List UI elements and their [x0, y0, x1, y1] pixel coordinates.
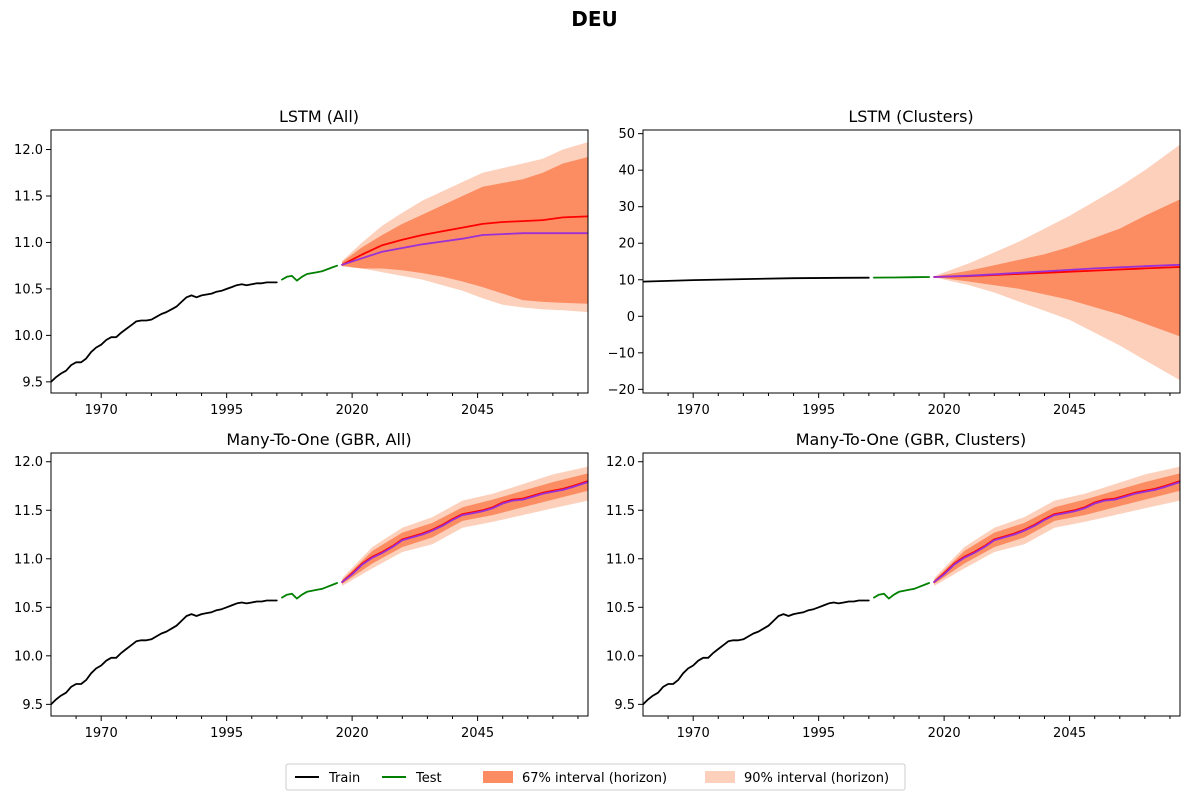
axes-frame	[50, 129, 589, 394]
x-tick-label: 1970	[677, 403, 710, 418]
axes-frame	[642, 452, 1181, 717]
subplot-title: LSTM (All)	[279, 107, 359, 126]
y-tick-label: 10.0	[14, 649, 43, 664]
x-tick-label: 2045	[1053, 403, 1086, 418]
series-median-line	[933, 481, 1180, 583]
y-tick-label: 50	[618, 127, 635, 142]
x-tick-label: 1995	[802, 403, 835, 418]
legend: Train Test 67% interval (horizon) 90% in…	[285, 763, 906, 791]
subplot-title: LSTM (Clusters)	[848, 107, 973, 126]
y-tick-label: 10.0	[606, 649, 635, 664]
series-test-line	[873, 276, 930, 279]
plot-area	[51, 142, 588, 383]
x-tick-label: 1970	[85, 403, 118, 418]
y-tick-label: 11.5	[14, 189, 43, 204]
band-67-interval	[342, 157, 588, 304]
series-train-line	[643, 276, 870, 283]
series-test-line	[280, 582, 339, 600]
subplot-gbr-all: Many-To-One (GBR, All) 1970 1995 2020 2045 9…	[14, 430, 589, 741]
x-tick-label: 1970	[677, 726, 710, 741]
y-tick-label: −20	[608, 383, 635, 398]
y-tick-label: 11.5	[14, 504, 43, 519]
plot-area	[643, 144, 1180, 381]
legend-label-67: 67% interval (horizon)	[522, 771, 667, 786]
x-tick-label: 2020	[928, 726, 961, 741]
y-tick-label: 11.0	[14, 552, 43, 567]
series-test-line	[873, 582, 930, 600]
series-median-line	[341, 232, 588, 266]
y-tick-label: 12.0	[606, 455, 635, 470]
x-tick-label: 2020	[928, 403, 961, 418]
y-tick-label: 9.5	[22, 698, 43, 713]
legend-swatch-90	[705, 771, 735, 783]
y-tick-label: 0	[627, 310, 635, 325]
x-tick-label: 2045	[461, 403, 494, 418]
y-tick-label: 12.0	[14, 143, 43, 158]
x-tick-label: 2020	[336, 726, 369, 741]
y-tick-label: 11.0	[606, 552, 635, 567]
y-tick-label: 11.0	[14, 236, 43, 251]
x-tick-label: 1995	[210, 726, 243, 741]
y-tick-label: 11.5	[606, 504, 635, 519]
legend-label-train: Train	[328, 771, 360, 786]
x-tick-label: 1995	[802, 726, 835, 741]
y-tick-label: 10.5	[14, 282, 43, 297]
plot-area	[51, 466, 588, 706]
axes-frame	[642, 129, 1181, 394]
series-test-line	[280, 264, 339, 282]
series-median-line	[933, 263, 1180, 278]
series-train-line	[643, 599, 870, 706]
legend-frame	[285, 763, 906, 791]
y-tick-label: 20	[618, 237, 635, 252]
series-median-line	[341, 481, 588, 583]
subplot-lstm-all: LSTM (All) 1970 1995 2020 2045 9.5 10.0 10.5 11…	[14, 107, 589, 418]
y-tick-label: 9.5	[22, 375, 43, 390]
y-tick-label: 10.0	[14, 329, 43, 344]
x-tick-label: 1970	[85, 726, 118, 741]
y-tick-label: −10	[608, 346, 635, 361]
x-tick-label: 2045	[1053, 726, 1086, 741]
y-tick-label: 10.5	[14, 601, 43, 616]
band-67-interval	[934, 199, 1180, 337]
band-67-interval	[342, 473, 588, 584]
x-tick-label: 1995	[210, 403, 243, 418]
x-tick-label: 2045	[461, 726, 494, 741]
series-train-line	[51, 281, 278, 383]
y-tick-label: 10	[618, 273, 635, 288]
series-train-line	[51, 599, 278, 706]
figure-title: DEU	[571, 7, 618, 31]
y-tick-label: 9.5	[614, 698, 635, 713]
subplot-title: Many-To-One (GBR, All)	[226, 430, 411, 449]
subplot-title: Many-To-One (GBR, Clusters)	[796, 430, 1027, 449]
series-forecast-line	[341, 215, 588, 266]
legend-label-test: Test	[415, 771, 442, 786]
x-tick-label: 2020	[336, 403, 369, 418]
axes-frame	[50, 452, 589, 717]
y-tick-label: 10.5	[606, 601, 635, 616]
band-67-interval	[934, 473, 1180, 584]
y-tick-label: 30	[618, 200, 635, 215]
legend-label-90: 90% interval (horizon)	[744, 771, 889, 786]
plot-area	[643, 466, 1180, 706]
legend-swatch-67	[483, 771, 513, 783]
y-tick-label: 12.0	[14, 455, 43, 470]
subplot-lstm-clusters: LSTM (Clusters) 1970 1995 2020 2045 −20 −10 0 1…	[608, 107, 1181, 418]
y-tick-label: 40	[618, 164, 635, 179]
subplot-gbr-clusters: Many-To-One (GBR, Clusters) 1970 1995 2020…	[606, 430, 1181, 741]
